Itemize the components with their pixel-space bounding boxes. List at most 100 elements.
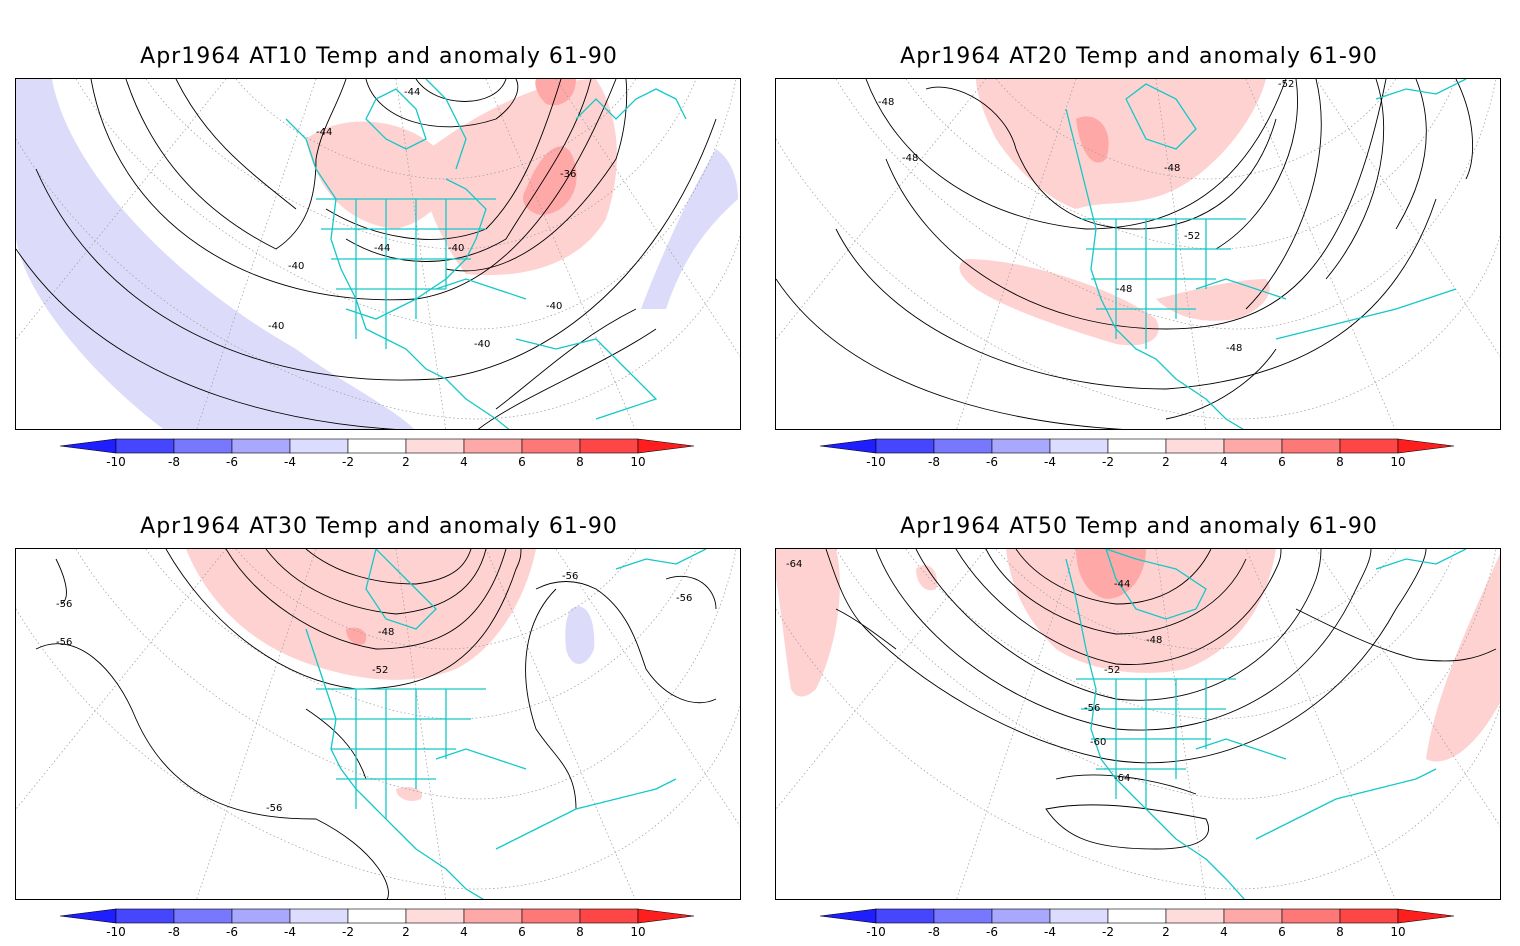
temperature-contours xyxy=(16,79,717,429)
colorbar-tick-label: -6 xyxy=(986,455,998,469)
contour-label: -64 xyxy=(1114,773,1130,784)
colorbar-tick-label: 10 xyxy=(630,925,645,939)
colorbar-tick-label: 6 xyxy=(518,925,526,939)
colorbar-arrow-right xyxy=(637,438,695,454)
colorbar-segment xyxy=(231,438,291,454)
colorbar-tick-label: 4 xyxy=(1220,455,1228,469)
map-at10: -44 -44 -36 -44 -40 -40 -40 -40 -40 xyxy=(15,78,741,430)
contour-label: -56 xyxy=(562,571,578,582)
contour-label: -56 xyxy=(56,637,72,648)
contour-label: -44 xyxy=(374,243,390,254)
colorbar-segment xyxy=(933,908,993,924)
contour-label: -40 xyxy=(288,261,304,272)
colorbar-tick-label: 8 xyxy=(576,455,584,469)
colorbar-tick-label: 6 xyxy=(1278,455,1286,469)
colorbar-tick-label: 2 xyxy=(1162,925,1170,939)
colorbar-tick-label: -10 xyxy=(866,455,886,469)
colorbar-segment xyxy=(405,438,465,454)
colorbar-arrow-right xyxy=(1397,438,1455,454)
contour-label: -56 xyxy=(56,599,72,610)
colorbar-tick-label: 6 xyxy=(518,455,526,469)
colorbar-tick-label: 2 xyxy=(402,455,410,469)
panel-title-at10: Apr1964 AT10 Temp and anomaly 61-90 xyxy=(140,44,618,69)
anomaly-warm-region xyxy=(776,549,840,697)
colorbar-segment xyxy=(347,438,407,454)
colorbar-tick-label: -8 xyxy=(928,455,940,469)
colorbar-tick-label: 10 xyxy=(1390,455,1405,469)
contour-label: -56 xyxy=(676,593,692,604)
contour-label: -48 xyxy=(878,97,894,108)
anomaly-warm-region xyxy=(416,79,617,276)
anomaly-warm-region xyxy=(1426,553,1500,762)
colorbar-segment xyxy=(173,908,233,924)
colorbar-segment xyxy=(1281,438,1341,454)
graticule xyxy=(16,79,740,429)
colorbar-segment xyxy=(991,908,1051,924)
contour-label: -40 xyxy=(268,321,284,332)
colorbar-segment xyxy=(521,908,581,924)
colorbar-segment xyxy=(1107,438,1167,454)
colorbar-segment xyxy=(463,438,523,454)
colorbar-segment xyxy=(1281,908,1341,924)
contour-label: -52 xyxy=(372,665,388,676)
colorbar-tick-label: -2 xyxy=(1102,925,1114,939)
colorbar-segment xyxy=(579,908,639,924)
colorbar-tick-label: 4 xyxy=(460,925,468,939)
anomaly-warm-region xyxy=(1156,279,1270,321)
anomaly-warm-region xyxy=(1076,116,1109,163)
colorbar-segment xyxy=(579,438,639,454)
colorbar-tick-label: -6 xyxy=(226,455,238,469)
anomaly-warm-region xyxy=(1076,549,1146,599)
colorbar-tick-label: 6 xyxy=(1278,925,1286,939)
colorbar-arrow-left xyxy=(819,908,877,924)
colorbar-tick-label: -10 xyxy=(106,455,126,469)
contour-label: -52 xyxy=(1278,79,1294,90)
map-at30: -56 -56 -56 -56 -48 -52 -56 xyxy=(15,548,741,900)
colorbar-at20: -10 -8 -6 -4 -2 2 4 6 8 10 xyxy=(815,436,1475,476)
colorbar-segment xyxy=(1223,438,1283,454)
colorbar-tick-label: 8 xyxy=(1336,925,1344,939)
colorbar-arrow-right xyxy=(1397,908,1455,924)
colorbar-tick-label: -6 xyxy=(226,925,238,939)
colorbar-segment xyxy=(231,908,291,924)
contour-label: -60 xyxy=(1090,737,1106,748)
colorbar-segment xyxy=(1339,908,1399,924)
contour-label: -48 xyxy=(1164,163,1180,174)
colorbar-segment xyxy=(289,908,349,924)
colorbar-tick-label: -2 xyxy=(1102,455,1114,469)
contour-label: -52 xyxy=(1104,665,1120,676)
contour-label: -44 xyxy=(316,127,332,138)
map-at20: -48 -48 -52 -48 -52 -48 -48 xyxy=(775,78,1501,430)
contour-label: -64 xyxy=(786,559,802,570)
coastlines xyxy=(1065,79,1467,429)
contour-label: -44 xyxy=(404,87,420,98)
coastlines xyxy=(285,79,687,429)
colorbar-tick-label: -4 xyxy=(284,455,296,469)
colorbar-tick-label: 10 xyxy=(1390,925,1405,939)
colorbar-tick-label: -4 xyxy=(284,925,296,939)
colorbar-segment xyxy=(115,908,175,924)
colorbar-tick-label: -6 xyxy=(986,925,998,939)
contour-label: -40 xyxy=(474,339,490,350)
contour-label: -36 xyxy=(560,169,576,180)
colorbar-at30: -10 -8 -6 -4 -2 2 4 6 8 10 xyxy=(55,906,715,946)
anomaly-warm-region xyxy=(916,565,937,591)
map-at50: -64 -44 -48 -52 -56 -60 -64 xyxy=(775,548,1501,900)
anomaly-warm-region xyxy=(535,79,576,106)
contour-label: -40 xyxy=(448,243,464,254)
contour-label: -48 xyxy=(902,153,918,164)
colorbar-tick-label: 8 xyxy=(576,925,584,939)
anomaly-cold-region xyxy=(565,606,595,664)
contour-label: -48 xyxy=(1226,343,1242,354)
colorbar-arrow-left xyxy=(59,438,117,454)
anomaly-warm-region xyxy=(306,121,449,229)
anomaly-warm-region xyxy=(396,787,422,801)
contour-label: -48 xyxy=(1146,635,1162,646)
colorbar-segment xyxy=(405,908,465,924)
colorbar-tick-label: -4 xyxy=(1044,455,1056,469)
contour-label: -44 xyxy=(1114,579,1130,590)
colorbar-arrow-right xyxy=(637,908,695,924)
colorbar-segment xyxy=(347,908,407,924)
colorbar-segment xyxy=(463,908,523,924)
colorbar-at50: -10 -8 -6 -4 -2 2 4 6 8 10 xyxy=(815,906,1475,946)
